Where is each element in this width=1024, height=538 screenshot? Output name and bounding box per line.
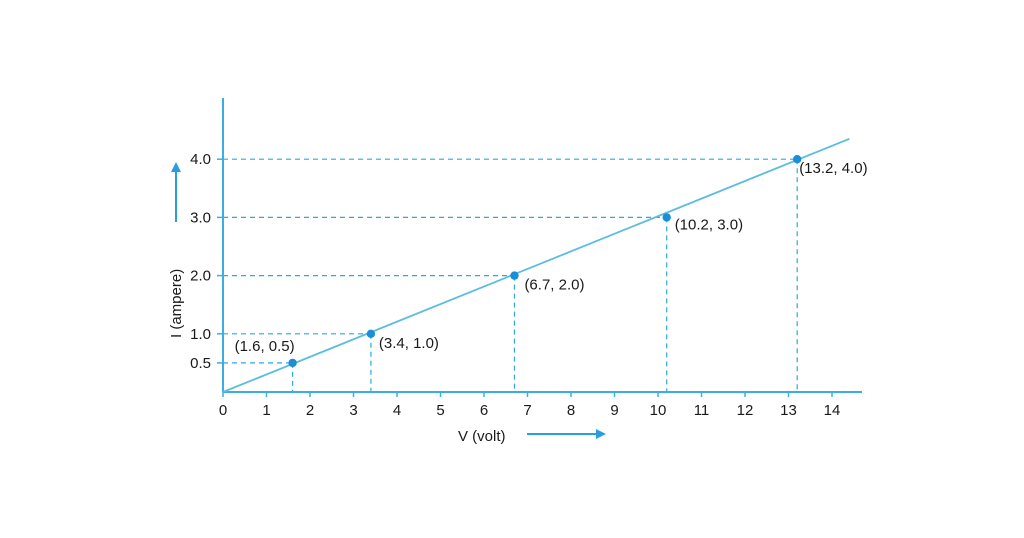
y-tick-label: 2.0 <box>190 268 211 285</box>
x-axis-arrow <box>527 429 606 439</box>
point-label: (10.2, 3.0) <box>675 216 743 233</box>
x-tick-label: 4 <box>393 402 401 419</box>
y-tick-labels: 0.5 1.0 2.0 3.0 4.0 <box>190 151 223 372</box>
x-tick-label: 12 <box>737 402 754 419</box>
data-point <box>662 213 671 222</box>
x-tick-labels: 0 1 2 3 4 5 6 7 8 9 10 11 12 13 14 <box>219 392 841 419</box>
x-tick-label: 14 <box>824 402 841 419</box>
guide-lines <box>223 158 798 392</box>
y-tick-label: 1.0 <box>190 326 211 343</box>
y-tick-label: 4.0 <box>190 151 211 168</box>
x-tick-label: 10 <box>650 402 667 419</box>
data-point <box>510 271 519 280</box>
data-point <box>366 329 376 338</box>
data-point <box>793 155 802 164</box>
y-axis-arrow <box>171 162 181 222</box>
x-tick-label: 13 <box>780 402 797 419</box>
x-tick-label: 6 <box>480 402 488 419</box>
axes <box>222 98 862 393</box>
y-axis-title: I (ampere) <box>168 269 185 338</box>
point-label: (6.7, 2.0) <box>524 277 584 294</box>
x-tick-label: 9 <box>610 402 618 419</box>
x-tick-label: 7 <box>523 402 531 419</box>
y-tick-label: 0.5 <box>190 355 211 372</box>
point-labels: (1.6, 0.5) (3.4, 1.0) (6.7, 2.0) (10.2, 3.0… <box>235 160 868 355</box>
x-tick-label: 11 <box>694 402 710 419</box>
x-tick-label: 2 <box>306 402 314 419</box>
y-tick-label: 3.0 <box>190 209 211 226</box>
point-label: (3.4, 1.0) <box>379 335 439 352</box>
point-label: (13.2, 4.0) <box>799 160 867 177</box>
data-point <box>288 358 297 368</box>
x-tick-label: 8 <box>567 402 575 419</box>
point-label: (1.6, 0.5) <box>235 338 295 355</box>
x-tick-label: 3 <box>349 402 357 419</box>
data-points <box>288 155 802 368</box>
fit-line <box>222 137 850 393</box>
x-tick-label: 5 <box>436 402 444 419</box>
x-axis-title: V (volt) <box>458 428 506 445</box>
x-tick-label: 0 <box>219 402 227 419</box>
x-tick-label: 1 <box>262 402 270 419</box>
